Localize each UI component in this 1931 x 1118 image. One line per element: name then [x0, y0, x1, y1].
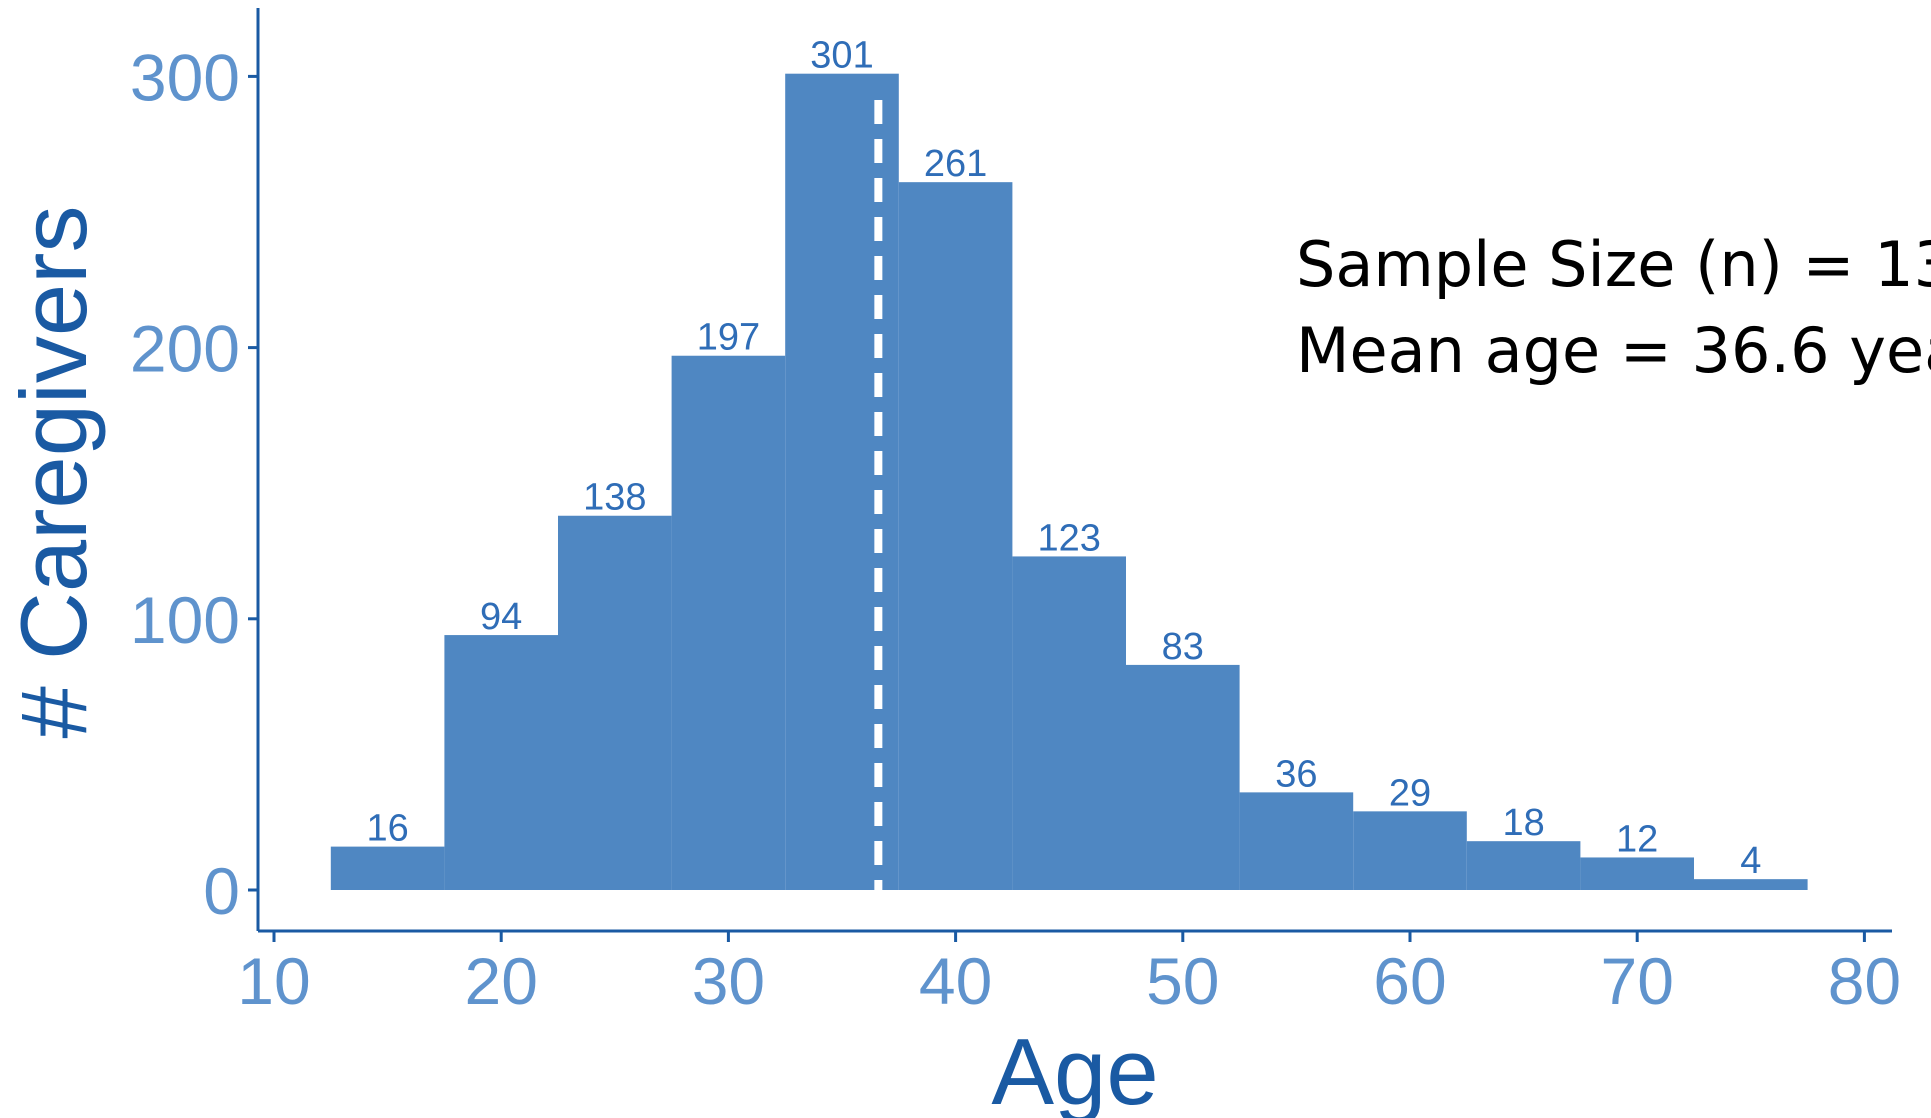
- bars-group: [330, 73, 1808, 891]
- mean-age-annotation: Mean age = 36.6 yea: [1296, 314, 1931, 387]
- bar-value-label: 83: [1162, 626, 1204, 668]
- histogram-bar: [1012, 556, 1126, 890]
- x-ticks-group: 10 20 30 40 50 60 70 80: [237, 931, 1901, 1018]
- x-tick-label: 50: [1146, 944, 1219, 1018]
- y-ticks-group: 0 100 200 300: [130, 40, 258, 928]
- histogram-bar: [898, 182, 1013, 891]
- x-tick-label: 10: [237, 944, 310, 1018]
- y-tick-label: 200: [130, 312, 240, 386]
- histogram-bar: [330, 846, 445, 890]
- histogram-bar: [558, 515, 672, 890]
- bar-value-label: 12: [1616, 818, 1658, 860]
- y-axis-title: # Caregivers: [1, 206, 106, 739]
- y-tick-label: 0: [203, 854, 240, 928]
- bar-value-label: 138: [583, 477, 646, 519]
- x-tick-label: 80: [1828, 944, 1901, 1018]
- bar-value-label: 29: [1389, 772, 1431, 814]
- x-tick-label: 70: [1600, 944, 1673, 1018]
- bar-value-label: 16: [366, 808, 408, 850]
- histogram-bar: [1580, 857, 1694, 890]
- histogram-bar: [1466, 841, 1581, 890]
- bar-value-label: 18: [1502, 802, 1544, 844]
- x-tick-label: 20: [464, 944, 537, 1018]
- bar-labels-group: 16 94 138 197 301 261 123 83 36 29 18 12 4: [366, 35, 1761, 882]
- bar-value-label: 197: [697, 317, 760, 359]
- x-tick-label: 40: [919, 944, 992, 1018]
- x-axis-title: Age: [991, 1019, 1158, 1118]
- y-tick-label: 300: [130, 40, 240, 114]
- bar-value-label: 261: [924, 143, 987, 185]
- histogram-bar: [785, 73, 899, 891]
- axes-group: [256, 8, 1892, 933]
- bar-value-label: 4: [1740, 840, 1761, 882]
- histogram-bar: [444, 635, 558, 890]
- histogram-bar: [1694, 879, 1808, 890]
- histogram-bar: [1239, 792, 1354, 890]
- bar-value-label: 94: [480, 596, 522, 638]
- bar-value-label: 123: [1037, 517, 1100, 559]
- bar-value-label: 301: [810, 35, 873, 77]
- histogram-bar: [671, 355, 786, 891]
- bar-value-label: 36: [1275, 753, 1317, 795]
- histogram-bar: [1126, 664, 1240, 890]
- y-tick-label: 100: [130, 583, 240, 657]
- sample-size-annotation: Sample Size (n) = 131: [1296, 228, 1931, 301]
- x-tick-label: 60: [1373, 944, 1446, 1018]
- histogram-bar: [1353, 811, 1467, 890]
- x-tick-label: 30: [692, 944, 765, 1018]
